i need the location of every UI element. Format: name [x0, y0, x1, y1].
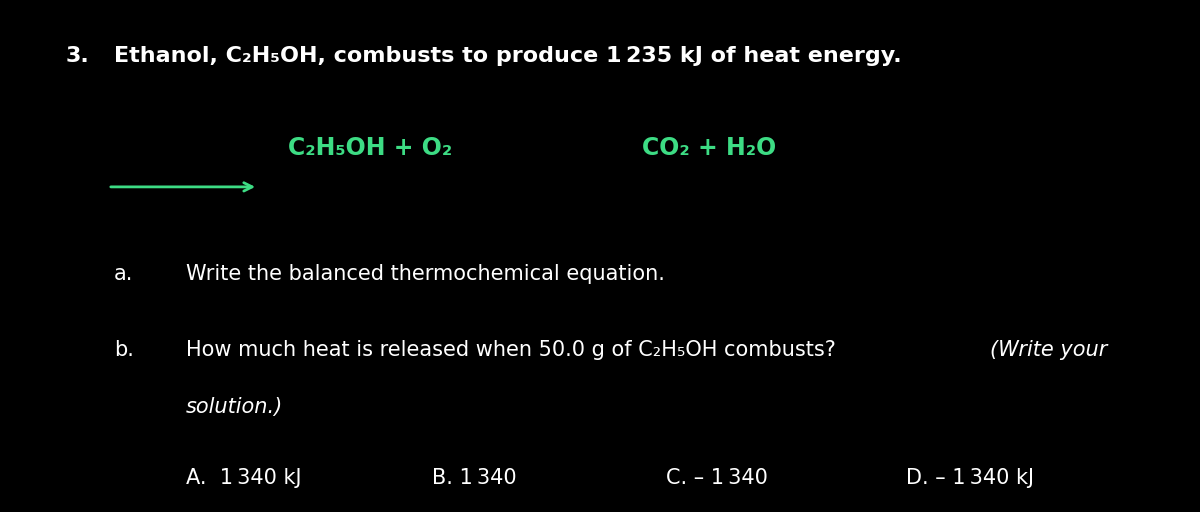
Text: D. – 1 340 kJ: D. – 1 340 kJ: [906, 468, 1034, 488]
Text: Write the balanced thermochemical equation.: Write the balanced thermochemical equati…: [186, 264, 665, 284]
Text: C₂H₅OH + O₂: C₂H₅OH + O₂: [288, 136, 452, 160]
Text: CO₂ + H₂O: CO₂ + H₂O: [642, 136, 776, 160]
Text: a.: a.: [114, 264, 133, 284]
Text: B. 1 340: B. 1 340: [432, 468, 517, 488]
Text: A.  1 340 kJ: A. 1 340 kJ: [186, 468, 301, 488]
Text: (Write your: (Write your: [990, 340, 1108, 360]
Text: b.: b.: [114, 340, 134, 360]
Text: Ethanol, C₂H₅OH, combusts to produce 1 235 kJ of heat energy.: Ethanol, C₂H₅OH, combusts to produce 1 2…: [114, 46, 901, 66]
Text: C. – 1 340: C. – 1 340: [666, 468, 768, 488]
Text: 3.: 3.: [66, 46, 90, 66]
Text: solution.): solution.): [186, 397, 283, 417]
Text: How much heat is released when 50.0 g of C₂H₅OH combusts?: How much heat is released when 50.0 g of…: [186, 340, 842, 360]
